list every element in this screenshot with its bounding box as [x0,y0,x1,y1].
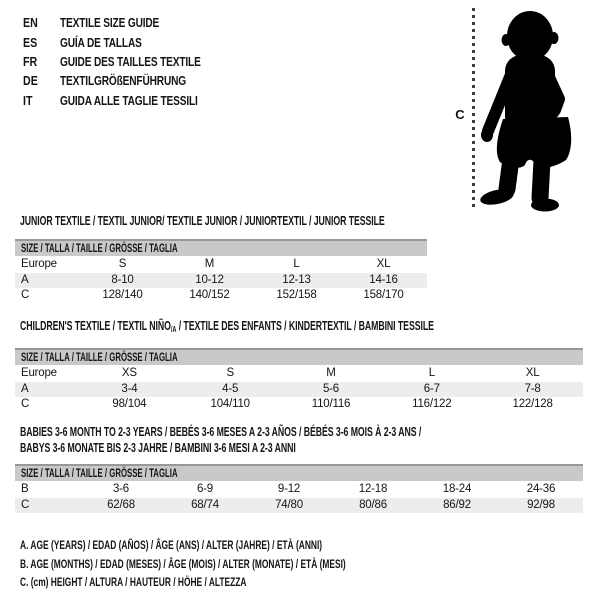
size-cell: 3-6 [112,483,130,495]
lang-title: TEXTILE SIZE GUIDE [60,15,160,31]
row-label: Europe [21,367,57,379]
row-label: C [21,398,30,410]
toddler-silhouette-icon [480,11,572,212]
junior-textile-table: JUNIOR TEXTILE / TEXTIL JUNIOR/ TEXTILE … [15,215,427,304]
lang-title: GUIDA ALLE TAGLIE TESSILI [60,92,198,108]
babies-textile-table: BABIES 3-6 MONTH TO 2-3 YEARS / BEBÉS 3-… [15,424,583,513]
size-cell: 24-36 [526,483,556,495]
table-row: B 3-6 6-9 9-12 12-18 18-24 24-36 [15,482,583,498]
size-header-bar: SIZE / TALLA / TAILLE / GRÖSSE / TAGLIA [15,239,427,256]
size-cell: 110/116 [311,398,351,410]
size-cell: 80/86 [359,498,387,511]
size-cell: S [118,258,127,270]
table-row: A 8-10 10-12 12-13 14-16 [15,272,427,288]
size-cell: 6-7 [423,382,440,395]
size-cell: 8-10 [111,273,134,286]
size-cell: 7-8 [524,382,541,395]
size-cell: 18-24 [442,483,472,495]
table-row: C 62/68 68/74 74/80 80/86 86/92 92/98 [15,497,583,513]
size-cell: 74/80 [275,498,303,511]
table-title: JUNIOR TEXTILE / TEXTIL JUNIOR/ TEXTILE … [20,214,385,228]
size-cell: 128/140 [102,289,143,301]
size-cell: 140/152 [189,289,230,301]
lang-code: ES [23,34,38,50]
lang-row-fr: FR GUIDE DES TAILLES TEXTILE [23,52,240,71]
table-row: Europe S M L XL [15,257,427,273]
lang-row-it: IT GUIDA ALLE TAGLIE TESSILI [23,91,240,110]
size-cell: M [326,367,336,379]
lang-code: IT [23,92,33,108]
row-label: A [21,382,29,395]
footnote-b: B. AGE (MONTHS) / EDAD (MESES) / ÂGE (MO… [20,556,346,571]
height-measure-label: C [455,107,465,122]
table-title: CHILDREN'S TEXTILE / TEXTIL NIÑO/A / TEX… [20,319,434,335]
footnote-a: A. AGE (YEARS) / EDAD (AÑOS) / ÂGE (ANS)… [20,538,323,552]
size-cell: 92/98 [527,498,555,511]
lang-title: GUIDE DES TAILLES TEXTILE [60,53,201,69]
size-header-bar: SIZE / TALLA / TAILLE / GRÖSSE / TAGLIA [15,464,583,481]
size-cell: 6-9 [196,483,214,495]
size-cell: 158/170 [363,289,404,301]
lang-row-en: EN TEXTILE SIZE GUIDE [23,13,240,32]
language-title-list: EN TEXTILE SIZE GUIDE ES GUÍA DE TALLAS … [23,13,240,110]
lang-row-es: ES GUÍA DE TALLAS [23,32,240,51]
table-row: A 3-4 4-5 5-6 6-7 7-8 [15,381,583,397]
row-label: C [21,289,30,301]
size-cell: 5-6 [322,382,339,395]
height-measure-dotted-line [472,8,475,211]
size-cell: 62/68 [107,498,135,511]
size-cell: S [226,367,234,379]
table-row: Europe XS S M L XL [15,366,583,382]
size-cell: 14-16 [369,273,398,286]
size-cell: 116/122 [412,398,452,410]
row-label: B [21,483,29,495]
size-cell: 68/74 [191,498,219,511]
table-row: C 128/140 140/152 152/158 158/170 [15,288,427,304]
size-cell: 86/92 [443,498,471,511]
size-cell: M [204,258,215,270]
size-cell: XS [121,367,137,379]
size-cell: 104/110 [210,398,251,410]
lang-code: FR [23,53,38,69]
size-cell: L [428,367,435,379]
lang-code: EN [23,15,38,31]
size-cell: 9-12 [277,483,301,495]
size-cell: 10-12 [195,273,224,286]
table-row: C 98/104 104/110 110/116 116/122 122/128 [15,397,583,413]
size-cell: 3-4 [121,382,138,395]
row-label: C [21,498,30,511]
lang-code: DE [23,73,38,89]
size-cell: 4-5 [222,382,239,395]
children-textile-table: CHILDREN'S TEXTILE / TEXTIL NIÑO/A / TEX… [15,320,583,413]
size-cell: 122/128 [512,398,553,410]
size-cell: L [293,258,300,270]
legend-footnotes: A. AGE (YEARS) / EDAD (AÑOS) / ÂGE (ANS)… [20,536,485,592]
size-cell: XL [525,367,540,379]
lang-title: TEXTILGRÖßENFÜHRUNG [60,73,187,89]
size-cell: 12-13 [282,273,311,286]
size-cell: 152/158 [276,289,317,301]
size-header-bar: SIZE / TALLA / TAILLE / GRÖSSE / TAGLIA [15,348,583,365]
row-label: Europe [21,258,57,270]
row-label: A [21,273,29,286]
size-cell: 98/104 [112,398,147,410]
size-cell: XL [376,258,391,270]
lang-title: GUÍA DE TALLAS [60,34,142,50]
table-title: BABIES 3-6 MONTH TO 2-3 YEARS / BEBÉS 3-… [20,425,422,455]
lang-row-de: DE TEXTILGRÖßENFÜHRUNG [23,71,240,90]
size-cell: 12-18 [358,483,388,495]
footnote-c: C. (cm) HEIGHT / ALTURA / HAUTEUR / HÖHE… [20,575,247,590]
